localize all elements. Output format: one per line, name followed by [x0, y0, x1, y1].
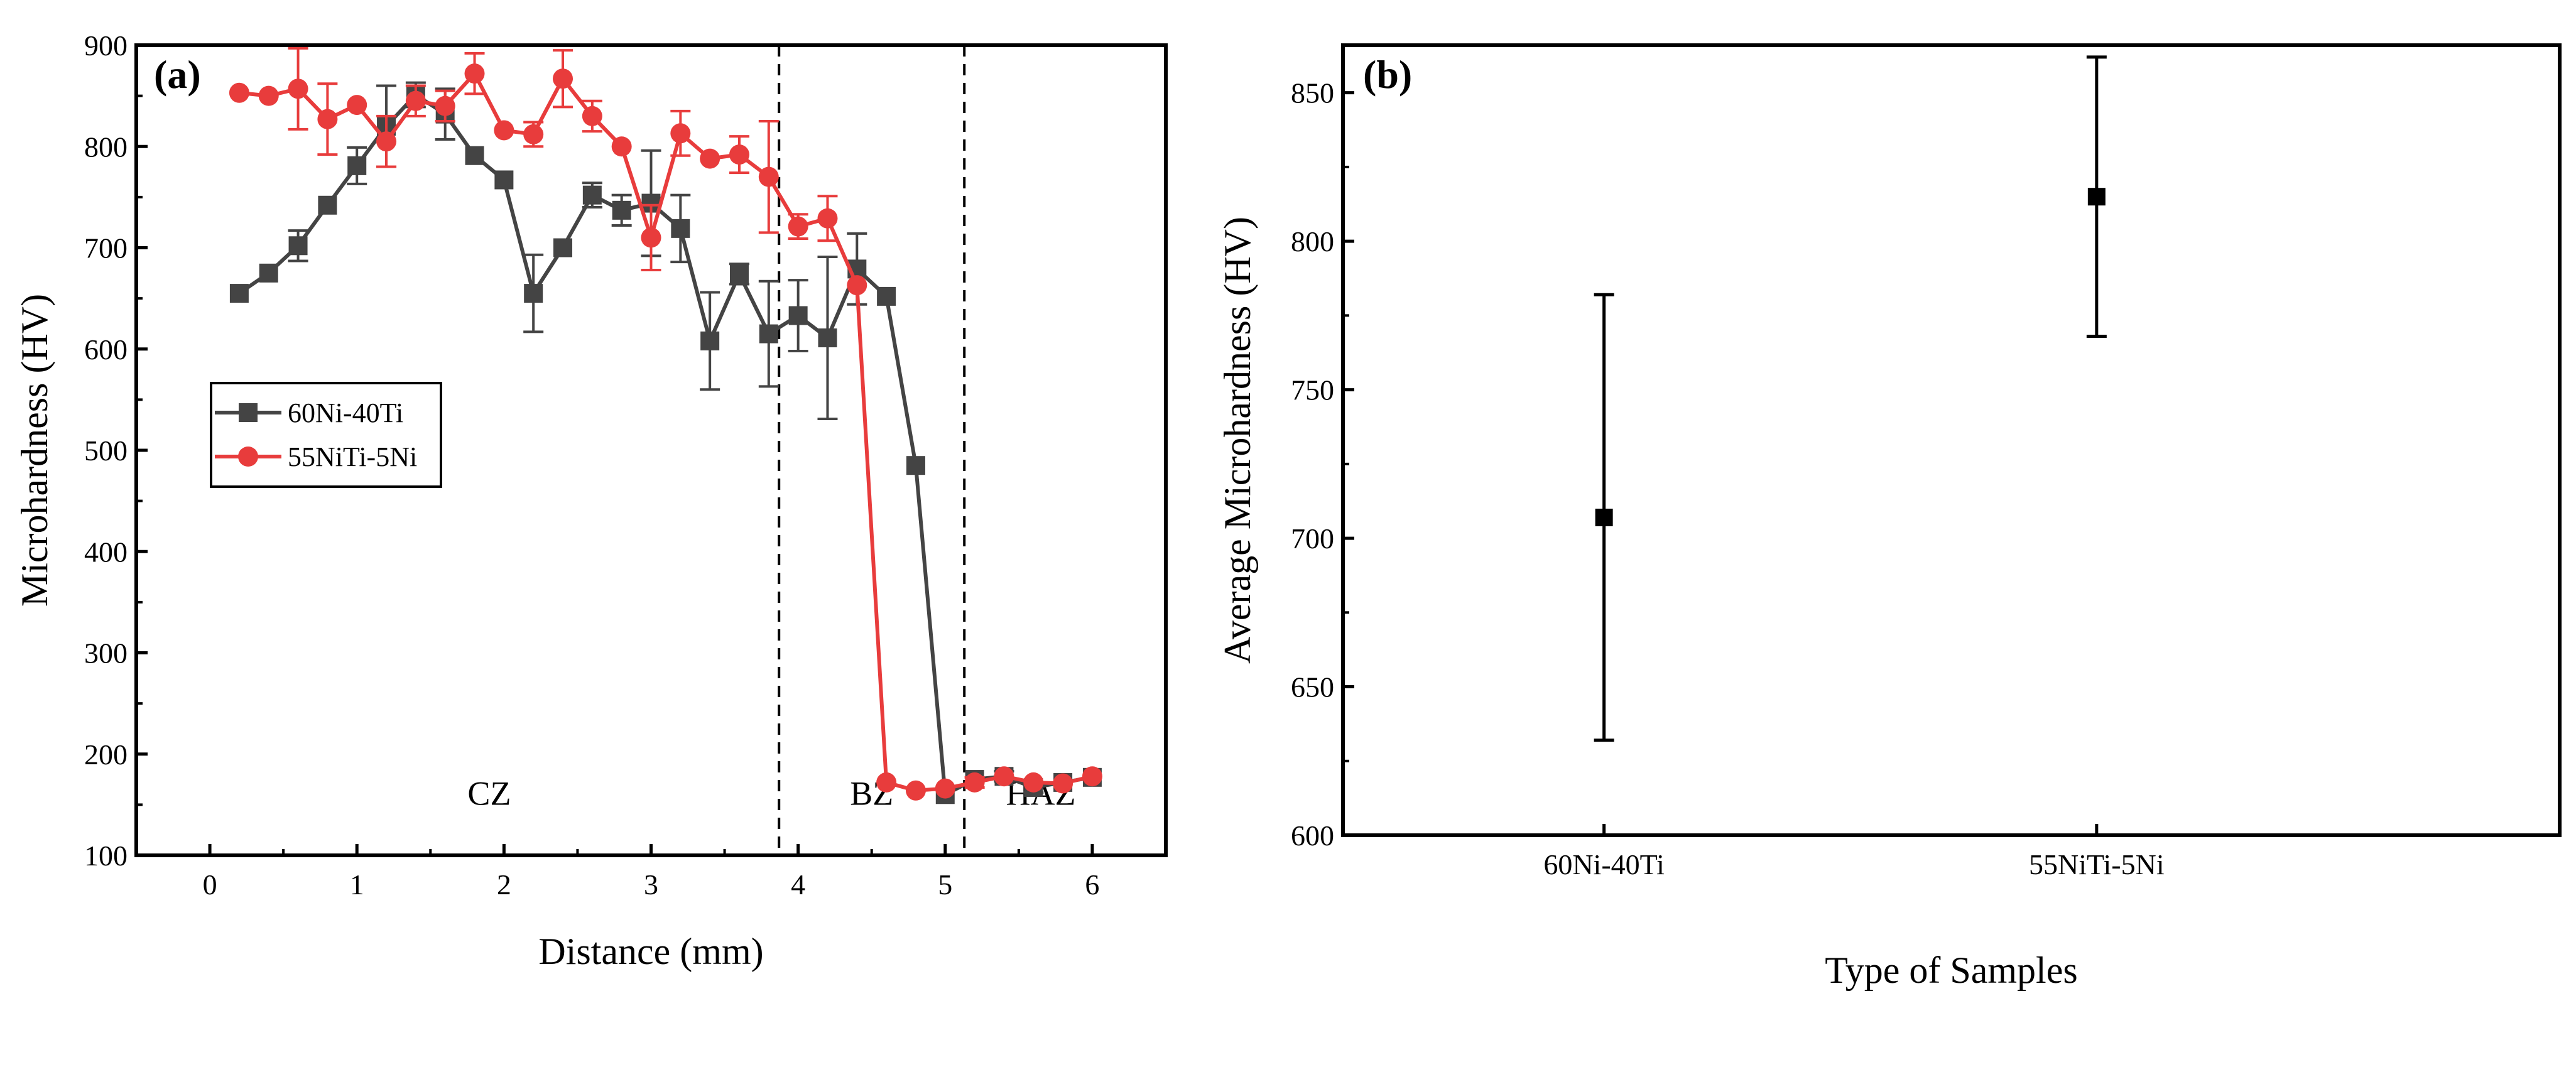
data-point-circle [288, 79, 308, 99]
data-point-square [2087, 188, 2106, 206]
x-tick-label: 4 [791, 869, 805, 901]
panel-b: 600 650 700 750 800 850 60Ni-40Ti 55NiTi-5Ni Typ… [1217, 43, 2562, 991]
data-point-circle [935, 778, 955, 799]
data-point-circle [553, 68, 573, 89]
data-point-circle [376, 131, 397, 152]
data-point-square [229, 284, 249, 303]
data-point-square [818, 328, 837, 348]
data-point-circle [347, 95, 367, 116]
data-point-circle [788, 216, 808, 237]
y-tick-label: 200 [84, 739, 128, 771]
data-point-square [582, 185, 602, 205]
y-tick-label: 500 [84, 435, 128, 467]
data-point-circle [964, 772, 985, 793]
y-tick-label: 850 [1291, 77, 1334, 109]
x-tick-label: 5 [938, 869, 952, 901]
x-axis-title: Distance (mm) [538, 931, 763, 972]
y-tick-label: 600 [84, 333, 128, 365]
data-point-square [318, 195, 337, 215]
data-point-square [259, 263, 278, 283]
data-point-circle [905, 780, 926, 801]
data-point-circle [1023, 772, 1044, 793]
data-point-square [700, 331, 720, 350]
data-point-circle [611, 136, 632, 157]
y-tick-label: 800 [1291, 225, 1334, 257]
y-axis-title: Microhardness (HV) [14, 294, 55, 607]
zone-label: CZ [467, 774, 511, 812]
data-point-circle [494, 120, 514, 141]
data-point-square [494, 170, 514, 190]
data-point-square [1595, 508, 1613, 526]
data-point-square [553, 238, 573, 257]
y-tick-label: 650 [1291, 671, 1334, 703]
data-point-circle [523, 124, 544, 144]
data-point-circle [464, 63, 485, 84]
data-point-circle [700, 148, 720, 169]
legend-marker-square [239, 403, 258, 422]
data-point-circle [994, 766, 1014, 787]
x-tick-label: 1 [350, 869, 364, 901]
x-tick-label: 55NiTi-5Ni [2029, 848, 2165, 880]
y-tick-label: 800 [84, 131, 128, 163]
plot-frame [1341, 43, 2562, 837]
x-axis-title: Type of Samples [1825, 950, 2077, 991]
legend-marker-circle [238, 447, 258, 467]
y-axis-title: Average Microhardness (HV) [1217, 217, 1258, 664]
x-tick-label: 3 [644, 869, 658, 901]
data-point-square [288, 236, 308, 256]
data-point-circle [847, 275, 867, 296]
panel-label: (b) [1363, 52, 1412, 97]
data-point-square [612, 200, 631, 220]
y-tick-label: 600 [1291, 820, 1334, 852]
data-point-square [906, 456, 925, 475]
y-tick-label: 300 [84, 637, 128, 669]
data-point-circle [876, 772, 897, 793]
panel-label: (a) [154, 52, 201, 97]
y-tick-label: 900 [84, 30, 128, 62]
data-point-circle [1053, 773, 1073, 794]
data-point-circle [729, 144, 749, 165]
data-point-circle [435, 95, 455, 116]
data-point-circle [258, 85, 279, 106]
data-point-circle [758, 166, 779, 187]
data-point-square [788, 306, 808, 325]
data-point-square [671, 219, 690, 238]
data-point-circle [405, 90, 426, 111]
panel-a: 0 1 2 3 4 5 6 100 200 300 400 500 600 700 800 900 Distan… [14, 30, 1168, 972]
x-tick-label: 2 [497, 869, 511, 901]
data-point-circle [817, 208, 838, 229]
data-point-square [347, 156, 367, 175]
y-tick-label: 400 [84, 536, 128, 568]
data-point-circle [1082, 766, 1102, 787]
data-point-circle [670, 123, 691, 144]
data-point-circle [229, 82, 249, 103]
data-point-square [524, 284, 543, 303]
y-tick-label: 700 [84, 232, 128, 264]
x-tick-label: 0 [203, 869, 217, 901]
data-point-circle [317, 109, 338, 129]
x-tick-label: 6 [1085, 869, 1099, 901]
legend-label: 60Ni-40Ti [288, 398, 403, 428]
legend-box [210, 382, 442, 488]
y-tick-label: 700 [1291, 522, 1334, 555]
data-point-square [465, 146, 484, 165]
y-tick-label: 750 [1291, 374, 1334, 406]
data-point-circle [641, 227, 661, 248]
y-tick-label: 100 [84, 840, 128, 872]
data-point-circle [582, 106, 602, 126]
x-tick-label: 60Ni-40Ti [1543, 848, 1665, 880]
legend-label: 55NiTi-5Ni [288, 441, 417, 472]
data-point-square [877, 286, 896, 306]
data-point-square [729, 264, 749, 284]
data-point-square [759, 324, 778, 344]
